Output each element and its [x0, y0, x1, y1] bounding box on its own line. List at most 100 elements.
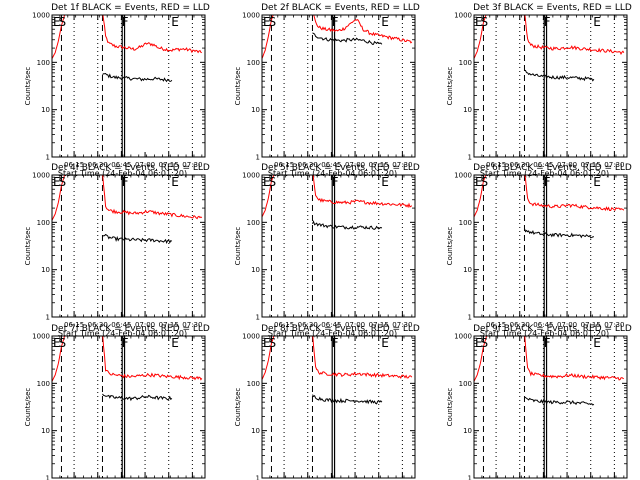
x-tick-label: 06:45 — [533, 321, 553, 329]
panel-title: Det 1f BLACK = Events, RED = LLD — [51, 3, 210, 13]
y-tick-label: 1000 — [454, 333, 472, 341]
x-tick-label: 06:45 — [111, 321, 131, 329]
panel-title: Det 4f BLACK = Events, RED = LLD — [51, 163, 210, 173]
lld-series-line — [52, 15, 202, 59]
panel-det-2: Det 2f BLACK = Events, RED = LLD 1 10 100 10… — [234, 3, 420, 178]
plot-frame — [51, 335, 206, 479]
interval-marker-label: S — [269, 15, 277, 29]
panel-det-5: Det 5f BLACK = Events, RED = LLD 1 10 100 10… — [234, 163, 420, 338]
y-tick-label: 10 — [251, 266, 260, 274]
plot-frame — [261, 335, 416, 479]
x-tick-label: 07:15 — [369, 321, 389, 329]
interval-marker-label: E — [263, 175, 271, 189]
y-tick-label: 100 — [37, 380, 50, 388]
events-series-line — [102, 393, 173, 402]
interval-marker-label: E — [171, 15, 179, 29]
interval-marker-label: F — [122, 336, 129, 350]
y-tick-label: 10 — [463, 266, 472, 274]
y-tick-label: 1 — [468, 475, 472, 480]
y-tick-label: 1000 — [454, 172, 472, 180]
events-series-line — [524, 69, 595, 82]
interval-marker-label: E — [475, 15, 483, 29]
x-tick-label: 06:30 — [88, 161, 108, 169]
y-tick-label: 100 — [459, 219, 472, 227]
y-axis-label: Counts/sec — [234, 388, 242, 427]
panel-title: Det 9f BLACK = Events, RED = LLD — [473, 324, 632, 334]
y-axis-label: Counts/sec — [234, 227, 242, 266]
series-group — [474, 15, 625, 82]
y-tick-label: 1 — [256, 154, 260, 162]
lld-series-line — [474, 336, 625, 382]
lld-series-line — [262, 175, 413, 218]
y-tick-label: 10 — [463, 106, 472, 114]
interval-marker-label: S — [481, 15, 489, 29]
x-tick-label: 07:15 — [159, 321, 179, 329]
panel-det-1: Det 1f BLACK = Events, RED = LLD 1 10 100 10… — [24, 3, 210, 178]
x-tick-label: 06:45 — [321, 161, 341, 169]
lld-series-line — [52, 336, 203, 382]
x-tick-label: 07:15 — [369, 161, 389, 169]
y-tick-label: 1 — [46, 475, 50, 480]
interval-marker-label: F — [544, 15, 551, 29]
panel-title: Det 3f BLACK = Events, RED = LLD — [473, 3, 632, 13]
x-tick-label: 06:30 — [510, 161, 530, 169]
events-series-line — [312, 220, 383, 230]
lld-series-line — [262, 336, 413, 380]
interval-marker-label: E — [381, 15, 389, 29]
plot-frame — [473, 335, 628, 479]
x-tick-label: 07:30 — [604, 161, 624, 169]
y-tick-label: 1 — [46, 314, 50, 322]
y-axis-label: Counts/sec — [446, 388, 454, 427]
y-tick-label: 1 — [468, 154, 472, 162]
x-tick-label: 07:15 — [581, 161, 601, 169]
x-tick-label: 07:00 — [345, 321, 365, 329]
interval-marker-label: S — [59, 15, 67, 29]
y-axis-label: Counts/sec — [24, 227, 32, 266]
interval-marker-label: E — [263, 336, 271, 350]
x-tick-label: 06:30 — [298, 321, 318, 329]
interval-marker-label: S — [59, 175, 67, 189]
series-group — [262, 15, 413, 59]
events-series-line — [102, 233, 173, 244]
interval-marker-label: E — [171, 175, 179, 189]
x-tick-label: 07:30 — [182, 161, 202, 169]
interval-marker-label: E — [593, 175, 601, 189]
x-tick-label: 06:15 — [64, 321, 84, 329]
y-tick-label: 100 — [37, 219, 50, 227]
lld-series-line — [52, 175, 203, 221]
x-tick-label: 06:15 — [274, 321, 294, 329]
x-tick-label: 07:00 — [557, 161, 577, 169]
y-tick-label: 1 — [256, 314, 260, 322]
x-axis-label: Start Time (24-Feb-04 06:01:20) — [268, 169, 397, 178]
plot-frame — [473, 14, 628, 158]
x-tick-label: 06:45 — [533, 161, 553, 169]
interval-marker-label: E — [263, 15, 271, 29]
x-tick-label: 06:30 — [88, 321, 108, 329]
y-tick-label: 10 — [41, 106, 50, 114]
x-axis-label: Start Time (24-Feb-04 06:01:20) — [268, 329, 397, 338]
y-axis-label: Counts/sec — [24, 67, 32, 106]
interval-marker-label: S — [481, 175, 489, 189]
interval-marker-label: E — [593, 15, 601, 29]
interval-marker-label: F — [122, 15, 129, 29]
x-tick-label: 06:45 — [321, 321, 341, 329]
y-tick-label: 100 — [247, 59, 260, 67]
panel-title: Det 6f BLACK = Events, RED = LLD — [473, 163, 632, 173]
series-group — [474, 175, 625, 239]
x-axis-label: Start Time (24-Feb-04 06:01:20) — [58, 329, 187, 338]
plot-frame — [261, 14, 416, 158]
interval-marker-label: E — [381, 175, 389, 189]
plot-frame — [261, 174, 416, 318]
lld-series-line — [262, 15, 413, 59]
events-series-line — [312, 32, 383, 45]
series-group — [52, 336, 203, 402]
series-group — [262, 336, 413, 405]
interval-marker-label: F — [332, 175, 339, 189]
interval-marker-label: E — [593, 336, 601, 350]
interval-marker-label: F — [122, 175, 129, 189]
x-tick-label: 07:30 — [604, 321, 624, 329]
plot-frame — [51, 14, 206, 158]
panel-det-7: Det 7f BLACK = Events, RED = LLD 1 10 100 10… — [24, 324, 210, 480]
x-axis-label: Start Time (24-Feb-04 06:01:20) — [480, 169, 609, 178]
panel-det-9: Det 9f BLACK = Events, RED = LLD 1 10 100 10… — [446, 324, 632, 480]
